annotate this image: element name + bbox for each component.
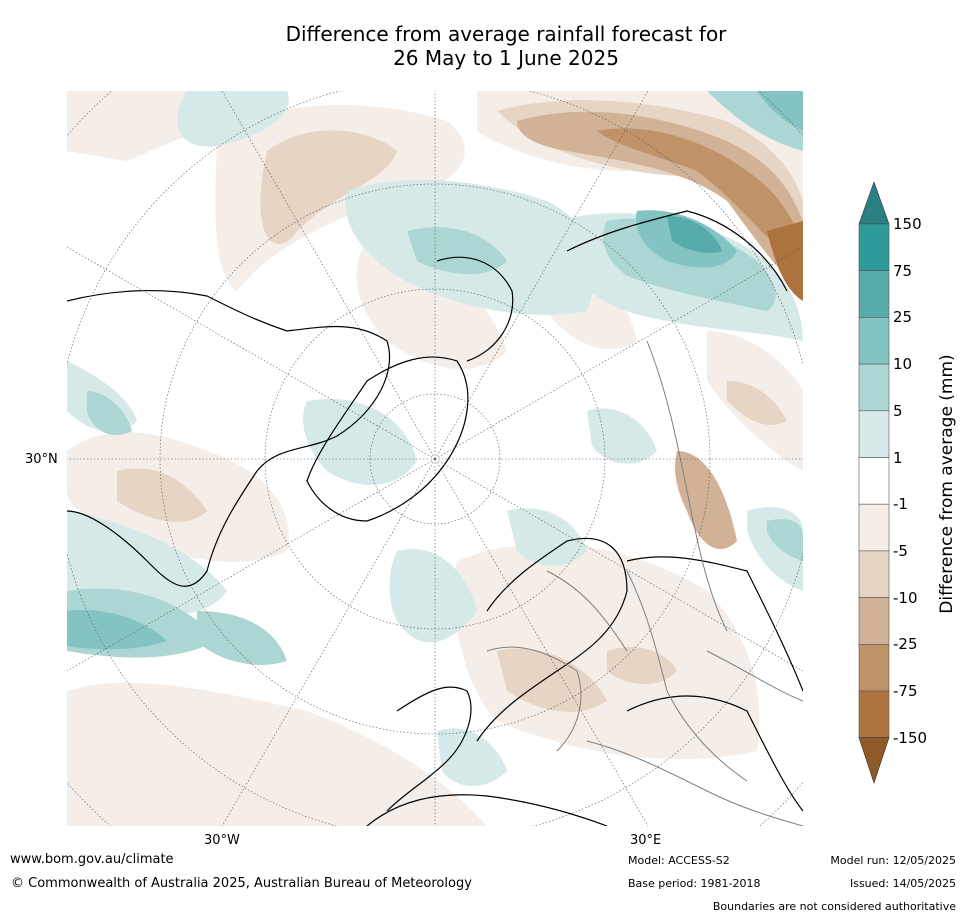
- model-run-date: Model run: 12/05/2025: [830, 854, 956, 867]
- title-line-2: 26 May to 1 June 2025: [393, 46, 619, 70]
- colorbar-tick-label: -75: [893, 682, 918, 700]
- colorbar-tick-label: -25: [893, 635, 918, 654]
- graticule: [67, 91, 803, 826]
- colorbar-tick-label: 10: [893, 355, 913, 374]
- lon-label-30e: 30°E: [630, 833, 662, 848]
- lon-label-30w: 30°W: [204, 833, 240, 848]
- colorbar-segment: [858, 550, 890, 598]
- base-period: Base period: 1981-2018: [628, 877, 761, 890]
- model-name: Model: ACCESS-S2: [628, 854, 730, 867]
- colorbar-extend-dry: [858, 737, 890, 784]
- colorbar-extend-wet: [858, 181, 890, 225]
- colorbar-segment: [858, 363, 890, 412]
- title-line-1: Difference from average rainfall forecas…: [285, 22, 727, 46]
- colorbar-tick-label: 5: [893, 401, 903, 420]
- website-link[interactable]: www.bom.gov.au/climate: [10, 852, 174, 867]
- colorbar-segment: [858, 457, 890, 505]
- colorbar-segment: [858, 503, 890, 552]
- boundaries-disclaimer: Boundaries are not considered authoritat…: [712, 900, 956, 913]
- colorbar-title: Difference from average (mm): [937, 354, 957, 614]
- colorbar-tick-label: 25: [893, 308, 913, 327]
- colorbar-tick-label: -150: [893, 728, 928, 747]
- colorbar-tick-label: 75: [893, 261, 913, 280]
- colorbar-segment: [858, 410, 890, 458]
- lat-label-30n: 30°N: [25, 452, 58, 467]
- colorbar-tick-label: -1: [893, 495, 908, 514]
- colorbar-segment: [858, 223, 890, 272]
- rainfall-anomaly-map: [67, 91, 803, 826]
- colorbar-segment: [858, 317, 890, 365]
- colorbar-tick-label: -10: [893, 588, 918, 607]
- issued-date: Issued: 14/05/2025: [849, 877, 956, 890]
- colorbar-segment: [858, 597, 890, 645]
- colorbar-tick-label: -5: [893, 541, 908, 560]
- wet-anomaly-regions: [67, 91, 803, 786]
- colorbar-tick-label: 150: [893, 215, 922, 233]
- colorbar-segment: [858, 690, 890, 739]
- map-title: Difference from average rainfall forecas…: [0, 22, 965, 70]
- colorbar-segment: [858, 270, 890, 318]
- colorbar-tick-label: 1: [893, 448, 903, 467]
- coastlines: [67, 210, 803, 826]
- colorbar-segment: [858, 643, 890, 692]
- colorbar: [858, 181, 890, 784]
- copyright-notice: © Commonwealth of Australia 2025, Austra…: [11, 876, 472, 891]
